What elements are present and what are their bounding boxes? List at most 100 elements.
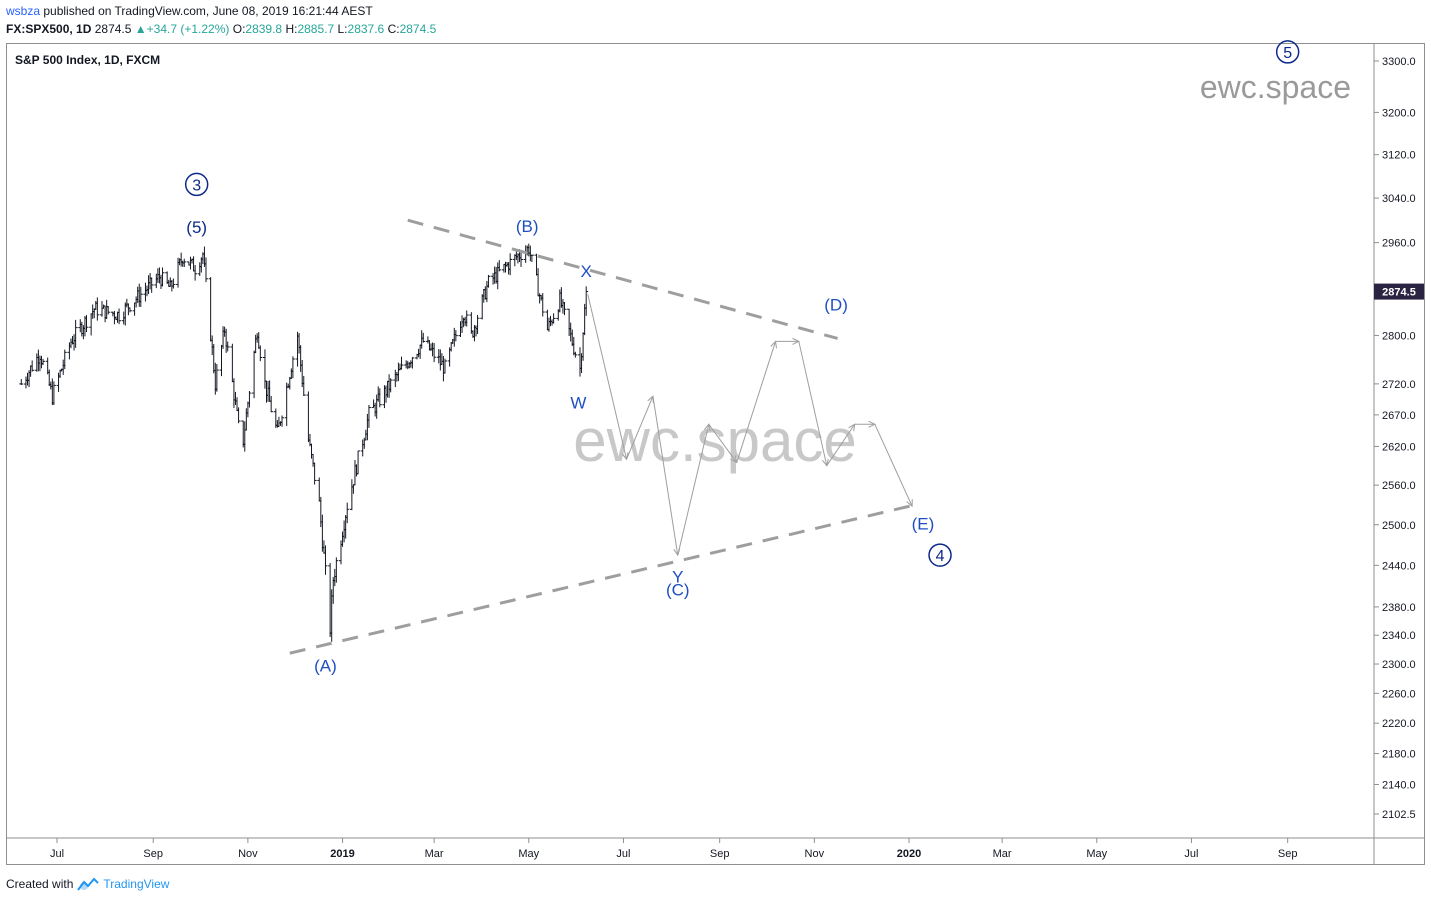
watermark-top: ewc.space	[1200, 69, 1351, 105]
ohlc-bar	[442, 358, 447, 374]
x-tick-label: May	[518, 848, 539, 860]
ohlc-bar	[529, 254, 534, 262]
ohlc-bar	[323, 545, 328, 575]
ohlc-bar	[540, 293, 545, 317]
high-value: 2885.7	[297, 22, 335, 36]
ohlc-bar	[73, 319, 78, 348]
ohlc-bar	[486, 274, 491, 288]
y-tick-label: 2220.0	[1382, 718, 1416, 730]
wave-label-circled: 3	[184, 172, 209, 197]
ohlc-bar	[377, 388, 382, 408]
publish-line: wsbza published on TradingView.com, June…	[6, 4, 373, 18]
ohlc-bar	[410, 357, 415, 369]
tradingview-logo-icon	[77, 877, 100, 891]
created-with-text: Created with	[6, 877, 74, 891]
ohlc-bar	[421, 332, 426, 343]
ohlc-bar	[366, 404, 371, 428]
ohlc-bar	[573, 351, 578, 358]
symbol-label: FX:SPX500, 1D	[6, 22, 92, 36]
wave-label: (B)	[516, 217, 539, 236]
tradingview-link[interactable]: TradingView	[103, 877, 170, 891]
wave-label: (5)	[186, 218, 207, 237]
ohlc-bar	[41, 358, 46, 366]
published-text: published on TradingView.com, June 08, 2…	[43, 4, 373, 18]
triangle-trendline	[407, 218, 839, 340]
change-value: +34.7 (+1.22%)	[146, 22, 230, 36]
ohlc-bar	[388, 378, 393, 393]
x-tick-label: Jul	[1184, 848, 1198, 860]
price-value: 2874.5	[94, 22, 132, 36]
y-tick-label: 2440.0	[1382, 560, 1416, 572]
wave-label: (D)	[824, 296, 848, 315]
y-tick-label: 2670.0	[1382, 410, 1416, 422]
wave-label: (C)	[666, 580, 690, 599]
y-tick-label: 2102.5	[1382, 809, 1416, 821]
ohlc-bar	[106, 306, 111, 315]
ohlc-bar	[551, 313, 556, 324]
x-tick-label: 2020	[897, 848, 921, 860]
ohlc-bar	[62, 349, 67, 370]
y-tick-label: 2960.0	[1382, 238, 1416, 250]
open-label: O:	[232, 22, 246, 36]
ohlc-bar	[334, 557, 339, 583]
ohlc-bar	[30, 360, 35, 372]
ohlc-bar	[230, 343, 235, 383]
author-name[interactable]: wsbza	[6, 4, 41, 18]
y-tick-label: 2300.0	[1382, 659, 1416, 671]
chart-panel[interactable]	[6, 43, 1425, 865]
last-price-badge	[1374, 283, 1424, 300]
ohlc-bar	[432, 342, 437, 363]
ohlc-bar	[193, 265, 198, 281]
close-value: 2874.5	[399, 22, 437, 36]
x-tick-label: Sep	[1278, 848, 1298, 860]
x-tick-label: 2019	[330, 848, 354, 860]
ohlc-bar	[464, 310, 469, 327]
wave-label: W	[570, 393, 586, 412]
ohlc-bar	[247, 390, 252, 408]
ohlc-bar	[95, 297, 100, 321]
up-arrow-icon: ▲	[134, 22, 147, 36]
symbol-line: FX:SPX500, 1D 2874.5 ▲+34.7 (+1.22%) O: 2…	[6, 22, 436, 36]
x-tick-label: Jul	[50, 848, 64, 860]
triangle-trendline	[289, 503, 916, 655]
high-label: H:	[285, 22, 298, 36]
ohlc-bar	[117, 308, 122, 325]
ohlc-bar	[399, 356, 404, 370]
ohlc-bar	[225, 341, 230, 352]
ohlc-bar	[127, 307, 132, 313]
wave-label-circled: 5	[1275, 40, 1300, 64]
ohlc-bar	[475, 314, 480, 334]
ohlc-bar	[453, 330, 458, 342]
ohlc-bar	[236, 407, 241, 424]
y-tick-label: 2260.0	[1382, 688, 1416, 700]
ohlc-bar	[312, 462, 317, 485]
ohlc-bar	[584, 286, 589, 316]
x-tick-label: Mar	[993, 848, 1012, 860]
projection-leg	[775, 337, 800, 345]
ohlc-bar	[19, 379, 24, 386]
y-tick-label: 2720.0	[1382, 379, 1416, 391]
ohlc-bar	[269, 395, 274, 413]
y-tick-label: 2180.0	[1382, 749, 1416, 761]
ohlc-bar	[214, 364, 219, 392]
x-tick-label: Mar	[425, 848, 444, 860]
ohlc-bar	[160, 267, 165, 287]
wave-label: Y	[672, 567, 683, 586]
chart-title: S&P 500 Index, 1D, FXCM	[15, 53, 160, 67]
projection-leg	[874, 424, 913, 508]
ohlc-bar	[581, 332, 586, 361]
low-value: 2837.6	[347, 22, 385, 36]
y-tick-label: 2560.0	[1382, 480, 1416, 492]
wave-label: X	[581, 262, 592, 281]
ohlc-bar	[84, 315, 89, 333]
x-tick-label: Nov	[238, 848, 258, 860]
last-price-label: 2874.5	[1382, 287, 1416, 299]
x-tick-label: Nov	[805, 848, 825, 860]
ohlc-bar	[171, 278, 176, 289]
ohlc-bar	[149, 277, 154, 293]
wave-label: (A)	[314, 656, 337, 675]
y-tick-label: 2340.0	[1382, 630, 1416, 642]
ohlc-bar	[138, 286, 143, 307]
ohlc-bar	[100, 301, 105, 317]
